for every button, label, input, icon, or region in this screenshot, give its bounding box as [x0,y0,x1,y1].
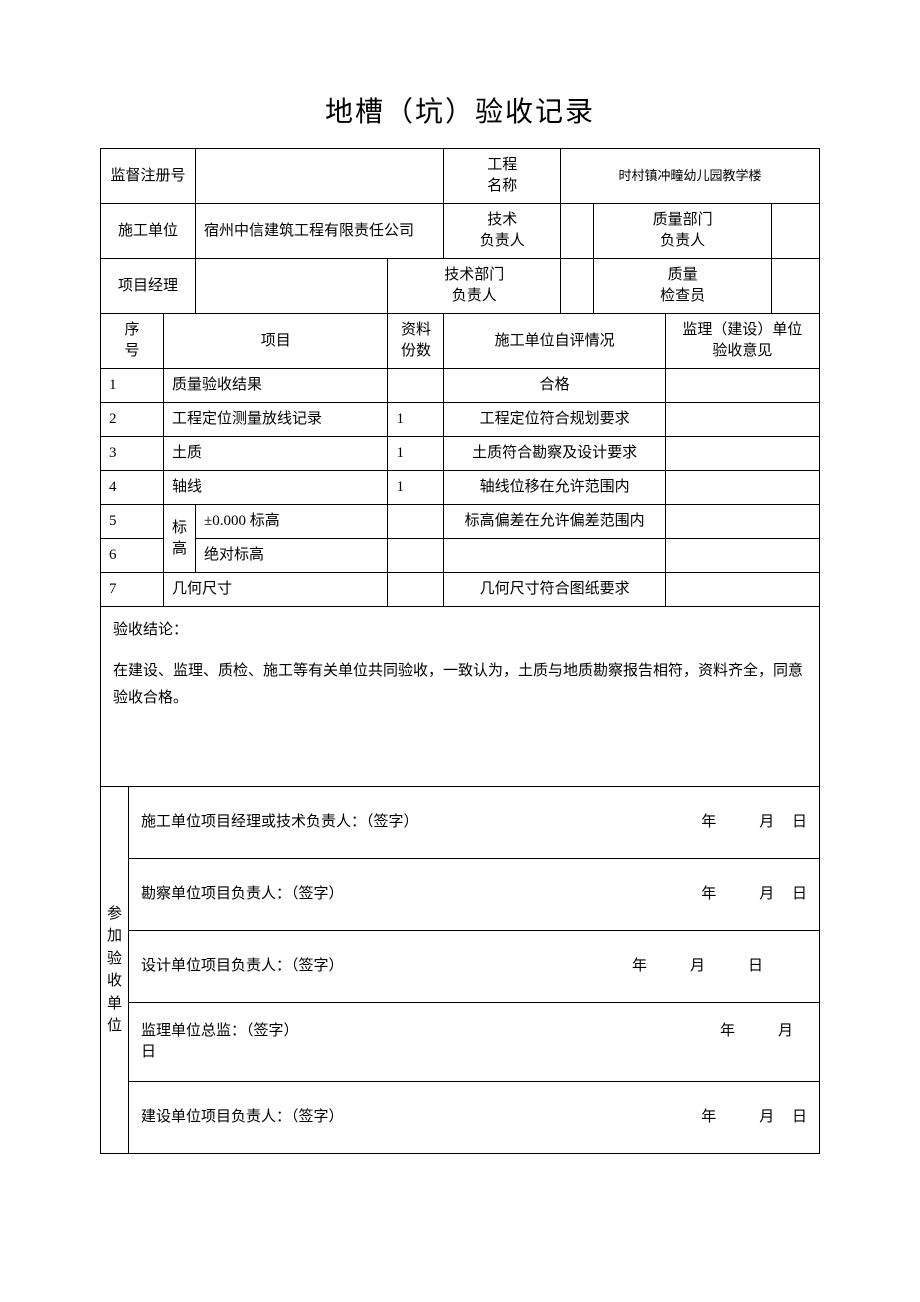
supervision-reg-label: 监督注册号 [101,149,196,204]
supervisor-chief-sign: 监理单位总监：（签字） 年 月 日 [129,1003,820,1082]
signature-row: 勘察单位项目负责人：（签字） 年 月 日 [101,859,820,931]
survey-lead-label: 勘察单位项目负责人：（签字） [141,884,344,905]
header-row-2: 施工单位 宿州中信建筑工程有限责任公司 技术 负责人 质量部门 负责人 [101,204,820,259]
tech-lead-value [560,204,593,259]
quality-inspector-value [772,259,820,314]
supervision-reg-value [196,149,444,204]
project-manager-value [196,259,388,314]
table-row: 1 质量验收结果 合格 [101,369,820,403]
date-d: 日 [141,1042,807,1063]
seq-cell: 4 [101,471,164,505]
survey-lead-sign: 勘察单位项目负责人：（签字） 年 月 日 [129,859,820,931]
conclusion-label: 验收结论： [113,617,807,644]
tech-dept-lead-value [560,259,593,314]
tech-lead-label: 技术 负责人 [444,204,560,259]
conclusion-cell: 验收结论： 在建设、监理、质检、施工等有关单位共同验收，一致认为，土质与地质勘察… [101,607,820,787]
opinion-cell [665,505,819,539]
opinion-cell [665,369,819,403]
acceptance-record-table: 监督注册号 工程 名称 时村镇冲疃幼儿园教学楼 施工单位 宿州中信建筑工程有限责… [100,148,820,1154]
item-cell: 轴线 [164,471,388,505]
date-d: 日 [792,814,807,830]
tech-dept-lead-label: 技术部门 负责人 [388,259,560,314]
date-ym: 年 月 [701,886,788,902]
conclusion-text: 在建设、监理、质检、施工等有关单位共同验收，一致认为，土质与地质勘察报告相符，资… [113,658,807,712]
col-seq: 序 号 [101,314,164,369]
signature-row: 参加验收单位 施工单位项目经理或技术负责人：（签字） 年 月 日 [101,787,820,859]
project-name-value: 时村镇冲疃幼儿园教学楼 [560,149,819,204]
quality-dept-lead-value [772,204,820,259]
quality-dept-lead-label: 质量部门 负责人 [593,204,771,259]
page-title: 地槽（坑）验收记录 [100,90,820,130]
self-eval-cell: 合格 [444,369,665,403]
owner-lead-sign: 建设单位项目负责人：（签字） 年 月 日 [129,1082,820,1154]
table-row: 2 工程定位测量放线记录 1 工程定位符合规划要求 [101,403,820,437]
seq-cell: 5 [101,505,164,539]
table-row: 3 土质 1 土质符合勘察及设计要求 [101,437,820,471]
project-name-label: 工程 名称 [444,149,560,204]
header-row-1: 监督注册号 工程 名称 时村镇冲疃幼儿园教学楼 [101,149,820,204]
conclusion-row: 验收结论： 在建设、监理、质检、施工等有关单位共同验收，一致认为，土质与地质勘察… [101,607,820,787]
col-item: 项目 [164,314,388,369]
construction-pm-sign: 施工单位项目经理或技术负责人：（签字） 年 月 日 [129,787,820,859]
opinion-cell [665,471,819,505]
seq-cell: 1 [101,369,164,403]
self-eval-cell: 工程定位符合规划要求 [444,403,665,437]
construction-unit-label: 施工单位 [101,204,196,259]
participating-units-label: 参加验收单位 [101,787,129,1154]
signature-row: 设计单位项目负责人：（签字） 年 月 日 [101,931,820,1003]
item-cell: 土质 [164,437,388,471]
item-cell: 几何尺寸 [164,573,388,607]
elevation-group: 标 高 [164,505,196,573]
date-ym: 年 月 [720,1023,807,1039]
sub-item-cell: 绝对标高 [196,539,388,573]
date-d: 日 [792,1109,807,1125]
table-row: 5 标 高 ±0.000 标高 标高偏差在允许偏差范围内 [101,505,820,539]
quality-inspector-label: 质量 检查员 [593,259,771,314]
seq-cell: 2 [101,403,164,437]
design-lead-label: 设计单位项目负责人：（签字） [141,956,344,977]
opinion-cell [665,573,819,607]
doc-count-cell: 1 [388,471,444,505]
date-d: 日 [792,886,807,902]
doc-count-cell [388,539,444,573]
seq-cell: 7 [101,573,164,607]
doc-count-cell [388,573,444,607]
opinion-cell [665,539,819,573]
date-ymd: 年 月 日 [632,958,777,974]
header-row-3: 项目经理 技术部门 负责人 质量 检查员 [101,259,820,314]
owner-lead-label: 建设单位项目负责人：（签字） [141,1107,344,1128]
construction-unit-value: 宿州中信建筑工程有限责任公司 [196,204,444,259]
column-headers: 序 号 项目 资料 份数 施工单位自评情况 监理（建设）单位 验收意见 [101,314,820,369]
seq-cell: 3 [101,437,164,471]
item-cell: 质量验收结果 [164,369,388,403]
sub-item-cell: ±0.000 标高 [196,505,388,539]
doc-count-cell: 1 [388,403,444,437]
self-eval-cell: 轴线位移在允许范围内 [444,471,665,505]
date-ym: 年 月 [701,1109,788,1125]
signature-row: 建设单位项目负责人：（签字） 年 月 日 [101,1082,820,1154]
construction-pm-label: 施工单位项目经理或技术负责人：（签字） [141,812,419,833]
table-row: 4 轴线 1 轴线位移在允许范围内 [101,471,820,505]
signature-row: 监理单位总监：（签字） 年 月 日 [101,1003,820,1082]
self-eval-cell [444,539,665,573]
doc-count-cell [388,505,444,539]
project-manager-label: 项目经理 [101,259,196,314]
opinion-cell [665,437,819,471]
opinion-cell [665,403,819,437]
date-ym: 年 月 [701,814,788,830]
design-lead-sign: 设计单位项目负责人：（签字） 年 月 日 [129,931,820,1003]
table-row: 6 绝对标高 [101,539,820,573]
col-doc-count: 资料 份数 [388,314,444,369]
seq-cell: 6 [101,539,164,573]
col-supervisor-opinion: 监理（建设）单位 验收意见 [665,314,819,369]
col-self-eval: 施工单位自评情况 [444,314,665,369]
doc-count-cell [388,369,444,403]
self-eval-cell: 土质符合勘察及设计要求 [444,437,665,471]
table-row: 7 几何尺寸 几何尺寸符合图纸要求 [101,573,820,607]
item-cell: 工程定位测量放线记录 [164,403,388,437]
doc-count-cell: 1 [388,437,444,471]
supervisor-chief-label: 监理单位总监：（签字） [141,1021,299,1042]
self-eval-cell: 几何尺寸符合图纸要求 [444,573,665,607]
self-eval-cell: 标高偏差在允许偏差范围内 [444,505,665,539]
